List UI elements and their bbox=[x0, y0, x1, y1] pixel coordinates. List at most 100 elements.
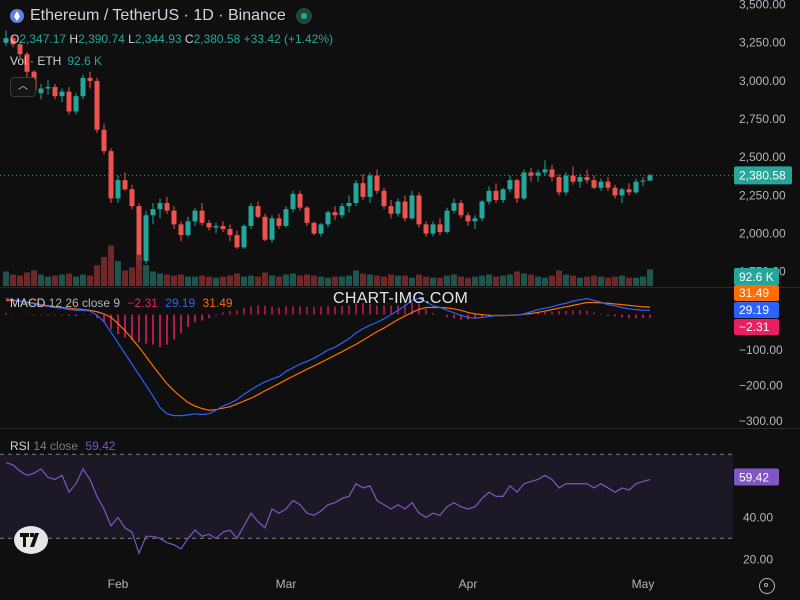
candle-body bbox=[164, 203, 170, 211]
volume-bar bbox=[24, 272, 30, 286]
volume-legend[interactable]: Vol · ETH 92.6 K bbox=[10, 54, 102, 68]
macd-tick-label: −100.00 bbox=[739, 343, 783, 357]
macd-hist-badge bbox=[734, 319, 779, 335]
volume-bar bbox=[409, 277, 415, 286]
macd-line-badge-label: 29.19 bbox=[739, 303, 769, 317]
volume-bar bbox=[360, 273, 366, 286]
volume-pane bbox=[3, 245, 653, 286]
ohlc-legend: O2,347.17 H2,390.74 L2,344.93 C2,380.58 … bbox=[10, 32, 333, 46]
volume-bar bbox=[311, 275, 317, 286]
candle-body bbox=[465, 215, 471, 222]
macd-line-value: 29.19 bbox=[165, 296, 196, 310]
volume-bar bbox=[290, 273, 296, 286]
volume-bar bbox=[143, 265, 149, 286]
candle-body bbox=[493, 190, 499, 200]
candle-body bbox=[626, 189, 632, 193]
symbol-title[interactable]: Ethereum / TetherUS · 1D · Binance bbox=[30, 7, 286, 24]
candle-body bbox=[409, 195, 415, 219]
price-tick-label: 2,000.00 bbox=[739, 227, 786, 241]
macd-signal-badge bbox=[734, 285, 779, 301]
collapse-legend-button[interactable]: ︿ bbox=[10, 77, 36, 97]
candle-body bbox=[255, 206, 261, 217]
volume-bar bbox=[591, 275, 597, 286]
candle-body bbox=[24, 54, 30, 72]
time-tick-label: Feb bbox=[108, 577, 129, 591]
volume-bar bbox=[486, 274, 492, 286]
candle-body bbox=[598, 181, 604, 188]
low-label: L bbox=[128, 32, 135, 46]
candle-body bbox=[108, 151, 114, 199]
volume-bar bbox=[87, 275, 93, 286]
candle-body bbox=[87, 77, 93, 81]
rsi-legend[interactable]: RSI 14 close 59.42 bbox=[10, 439, 115, 453]
close-value: 2,380.58 bbox=[193, 32, 241, 46]
candle-body bbox=[458, 203, 464, 216]
settings-gear-icon[interactable] bbox=[759, 578, 775, 594]
candle-body bbox=[528, 172, 534, 176]
volume-bar bbox=[465, 277, 471, 286]
candle-body bbox=[136, 206, 142, 262]
tradingview-logo-icon[interactable] bbox=[14, 526, 48, 554]
candle-body bbox=[325, 212, 331, 225]
volume-bar bbox=[248, 275, 254, 286]
volume-bar bbox=[185, 276, 191, 286]
candle-body bbox=[374, 175, 380, 191]
volume-bar bbox=[129, 267, 135, 286]
volume-bar bbox=[283, 274, 289, 286]
volume-bar bbox=[108, 245, 114, 286]
volume-bar bbox=[374, 275, 380, 286]
volume-bar bbox=[52, 275, 58, 286]
volume-bar bbox=[94, 265, 100, 286]
volume-bar bbox=[45, 276, 51, 286]
macd-signal-badge-label: 31.49 bbox=[739, 286, 769, 300]
volume-bar bbox=[227, 275, 233, 286]
volume-bar bbox=[353, 270, 359, 286]
candle-body bbox=[423, 224, 429, 234]
grid-lines bbox=[0, 287, 800, 429]
time-tick-label: Mar bbox=[276, 577, 297, 591]
volume-bar bbox=[220, 276, 226, 286]
candle-body bbox=[311, 222, 317, 234]
candle-body bbox=[360, 183, 366, 197]
macd-params: 12 26 close 9 bbox=[48, 296, 121, 310]
candle-body bbox=[444, 210, 450, 233]
volume-bar bbox=[178, 274, 184, 286]
macd-legend[interactable]: MACD 12 26 close 9 −2.31 29.19 31.49 bbox=[10, 296, 233, 310]
volume-bar bbox=[577, 277, 583, 286]
volume-bar bbox=[59, 274, 65, 286]
volume-bar bbox=[115, 261, 121, 286]
volume-bar bbox=[633, 277, 639, 286]
candle-body bbox=[395, 201, 401, 214]
rsi-tick-label: 40.00 bbox=[743, 510, 773, 524]
volume-bar bbox=[206, 276, 212, 286]
volume-bar bbox=[458, 276, 464, 286]
volume-bar bbox=[479, 275, 485, 286]
open-value: 2,347.17 bbox=[19, 32, 67, 46]
candle-body bbox=[269, 218, 275, 240]
volume-bar bbox=[318, 276, 324, 286]
high-value: 2,390.74 bbox=[78, 32, 125, 46]
volume-bar bbox=[584, 276, 590, 286]
volume-bar bbox=[542, 277, 548, 286]
candle-body bbox=[388, 206, 394, 214]
volume-bar bbox=[17, 275, 23, 286]
candle-body bbox=[402, 201, 408, 219]
candle-body bbox=[304, 207, 310, 223]
volume-bar bbox=[598, 276, 604, 286]
volume-bar bbox=[136, 254, 142, 286]
volume-bar bbox=[444, 275, 450, 286]
volume-bar bbox=[416, 274, 422, 286]
candle-body bbox=[633, 181, 639, 193]
candle-body bbox=[521, 172, 527, 199]
volume-bar bbox=[325, 277, 331, 286]
candle-body bbox=[248, 206, 254, 226]
candle-body bbox=[318, 224, 324, 234]
candle-body bbox=[507, 180, 513, 190]
high-label: H bbox=[69, 32, 79, 46]
candle-body bbox=[66, 91, 72, 112]
candle-body bbox=[353, 183, 359, 204]
low-value: 2,344.93 bbox=[134, 32, 182, 46]
volume-bar bbox=[66, 273, 72, 286]
candle-body bbox=[17, 44, 23, 55]
